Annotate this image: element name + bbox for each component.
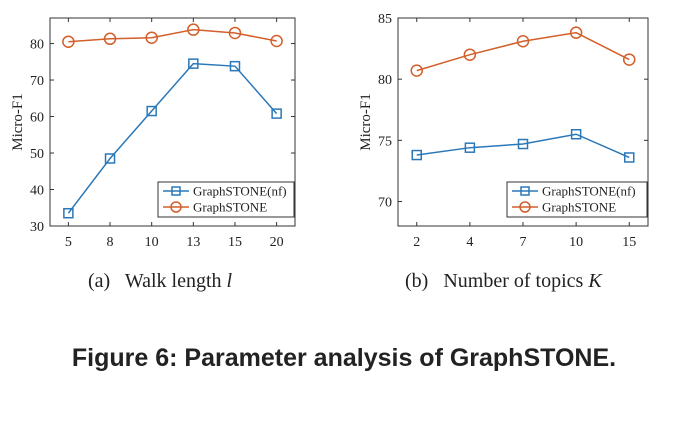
y-tick-label-a-5: 80 — [30, 38, 44, 53]
legend-label-b-1: GraphSTONE — [542, 200, 616, 215]
point-a-1-0 — [62, 35, 75, 48]
legend-label-a-0: GraphSTONE(nf) — [193, 184, 287, 199]
point-b-0-1 — [464, 142, 476, 153]
plot-frame-a — [49, 17, 296, 227]
series-line-a-1 — [68, 28, 277, 43]
point-b-1-2 — [516, 34, 530, 48]
point-b-1-1 — [463, 48, 477, 61]
x-tick-label-a-3: 13 — [186, 235, 200, 250]
x-tick-label-b-4: 15 — [622, 235, 636, 250]
x-tick-label-a-1: 8 — [107, 235, 114, 250]
x-tick-label-b-2: 7 — [520, 235, 527, 250]
point-a-0-4 — [229, 60, 241, 72]
x-tick-label-b-0: 2 — [413, 235, 420, 250]
point-a-1-1 — [103, 32, 117, 46]
subcaption-b-label: (b) — [405, 270, 429, 292]
y-tick-label-a-2: 50 — [30, 147, 44, 162]
subcaption-b-variable: K — [588, 270, 602, 292]
legend-a: GraphSTONE(nf)GraphSTONE — [157, 181, 295, 218]
legend-b: GraphSTONE(nf)GraphSTONE — [506, 181, 648, 218]
y-tick-label-b-1: 75 — [378, 134, 392, 149]
y-tick-label-b-3: 85 — [378, 12, 392, 27]
point-a-1-3 — [187, 23, 200, 36]
point-a-1-2 — [145, 31, 158, 44]
chart-a: 30 40 50 60 70 80 5 8 10 13 15 20 Micro-F1 GraphSTONE… — [10, 17, 296, 250]
x-tick-label-a-4: 15 — [228, 235, 242, 250]
subcaption-a-label: (a) — [88, 270, 111, 292]
point-b-0-0 — [411, 149, 422, 161]
subcaption-b: (b) Number of topics K — [405, 270, 602, 293]
y-tick-label-b-0: 70 — [378, 196, 392, 211]
y-tick-label-b-2: 80 — [378, 73, 392, 88]
point-b-0-2 — [517, 138, 529, 150]
y-tick-label-a-3: 60 — [30, 111, 44, 126]
subcaption-a-variable: l — [226, 270, 233, 292]
point-b-1-4 — [623, 53, 636, 66]
x-tick-label-a-5: 20 — [270, 235, 284, 250]
point-a-0-3 — [188, 58, 199, 69]
point-b-1-0 — [410, 64, 423, 77]
y-axis-label-a: Micro-F1 — [10, 93, 26, 151]
point-a-0-2 — [146, 105, 157, 117]
legend-label-a-1: GraphSTONE — [193, 200, 267, 215]
legend-marker-a-1 — [170, 201, 182, 213]
y-tick-label-a-4: 70 — [30, 74, 44, 89]
series-line-b-1 — [416, 31, 630, 72]
series-line-b-0 — [416, 133, 630, 159]
y-tick-label-a-0: 30 — [30, 220, 44, 235]
y-tick-label-a-1: 40 — [30, 184, 44, 199]
point-a-0-5 — [271, 108, 282, 119]
point-b-0-3 — [570, 128, 582, 140]
point-a-0-0 — [63, 207, 74, 219]
x-tick-label-b-3: 10 — [569, 235, 583, 250]
x-tick-label-a-2: 10 — [145, 235, 159, 250]
legend-marker-a-0 — [171, 186, 181, 196]
subcaption-a-text: Walk length — [124, 270, 222, 292]
subcaption-a: (a) Walk length l — [88, 270, 232, 293]
figure-caption: Figure 6: Parameter analysis of GraphSTO… — [71, 344, 617, 372]
point-b-1-3 — [569, 26, 583, 39]
legend-label-b-0: GraphSTONE(nf) — [542, 184, 636, 199]
subcaption-b-text: Number of topics — [443, 270, 584, 292]
chart-b: 70 75 80 85 2 4 7 10 15 Micro-F1 GraphSTONE(nf)Gra… — [358, 12, 649, 250]
point-b-0-4 — [624, 152, 635, 163]
legend-marker-b-0 — [520, 186, 530, 196]
legend-marker-b-1 — [519, 201, 531, 213]
x-tick-label-b-1: 4 — [466, 235, 473, 250]
point-a-1-5 — [270, 34, 283, 48]
series-line-a-0 — [67, 62, 278, 214]
point-a-0-1 — [104, 153, 116, 164]
legend-box-b — [506, 181, 648, 218]
y-axis-label-b: Micro-F1 — [358, 93, 374, 151]
point-a-1-4 — [228, 26, 242, 40]
x-tick-label-a-0: 5 — [65, 235, 72, 250]
